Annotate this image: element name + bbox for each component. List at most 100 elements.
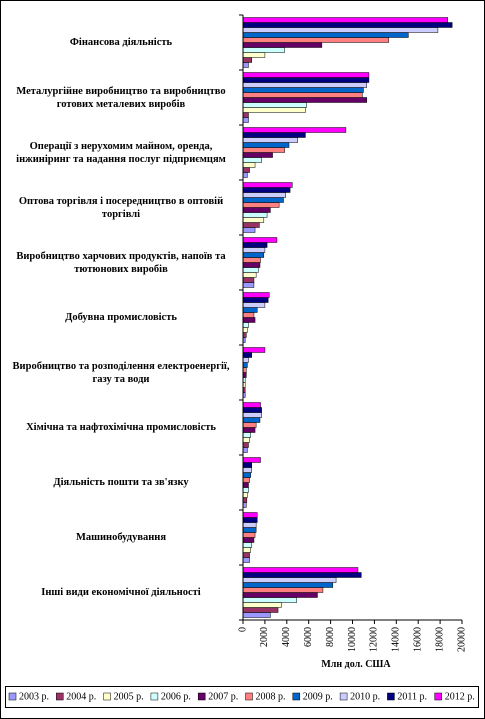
legend-label: 2009 р. xyxy=(303,691,333,702)
bar xyxy=(242,87,364,93)
x-tick-label: 2000 xyxy=(259,627,270,647)
bar xyxy=(242,302,266,308)
bar xyxy=(242,112,249,118)
bar xyxy=(242,157,262,163)
bar xyxy=(242,252,265,258)
bar xyxy=(242,522,257,528)
bar xyxy=(242,467,253,473)
legend-label: 2003 р. xyxy=(19,691,49,702)
category-label: Інші види економічної діяльності xyxy=(41,587,201,598)
bar xyxy=(242,82,367,88)
bar xyxy=(242,412,262,418)
bar xyxy=(242,192,286,198)
bar xyxy=(242,477,250,483)
bar xyxy=(242,262,261,268)
category-label: Виробництво харчових продуктів, напоїв т… xyxy=(16,250,226,275)
bar xyxy=(242,72,370,78)
bar xyxy=(242,242,268,248)
bar xyxy=(242,52,266,58)
bar xyxy=(242,257,261,263)
bar xyxy=(242,492,248,498)
legend-label: 2004 р. xyxy=(66,691,96,702)
bar xyxy=(242,267,259,273)
category-label: Металургійне виробництво та виробництво … xyxy=(16,85,226,110)
bar xyxy=(242,407,262,413)
bar xyxy=(242,182,293,188)
bar xyxy=(242,142,290,148)
bar xyxy=(242,447,248,453)
bar xyxy=(242,527,257,533)
bar xyxy=(242,547,251,553)
bar xyxy=(242,582,334,588)
category-label: Фінансова діяльність xyxy=(69,37,173,48)
legend-swatch xyxy=(387,692,395,701)
legend-label: 2006 р. xyxy=(161,691,191,702)
bar xyxy=(242,417,261,423)
bar xyxy=(242,422,257,428)
bar xyxy=(242,572,362,578)
bar xyxy=(242,127,347,133)
bar xyxy=(242,37,389,43)
bar xyxy=(242,512,258,518)
bar xyxy=(242,102,307,108)
bar xyxy=(242,222,260,228)
bar xyxy=(242,542,253,548)
legend-label: 2005 р. xyxy=(114,691,144,702)
bar xyxy=(242,597,297,603)
x-tick-label: 18000 xyxy=(434,627,445,652)
bar xyxy=(242,557,250,563)
legend-label: 2008 р. xyxy=(256,691,286,702)
bar xyxy=(242,592,318,598)
bar xyxy=(242,587,324,593)
bar xyxy=(242,207,271,213)
legend-swatch xyxy=(245,692,253,701)
bar xyxy=(242,152,273,158)
bar xyxy=(242,317,256,323)
bar xyxy=(242,227,256,233)
bar xyxy=(242,322,249,328)
bar xyxy=(242,537,255,543)
category-label: Операції з нерухомим майном, оренда, інж… xyxy=(16,140,226,165)
legend-swatch xyxy=(8,692,17,701)
bar xyxy=(242,552,250,558)
category-label: Виробництво та розподілення електроенерг… xyxy=(12,360,230,385)
x-tick-label: 6000 xyxy=(303,627,314,647)
bar xyxy=(242,147,285,153)
bar xyxy=(242,312,255,318)
x-tick-label: 16000 xyxy=(412,627,423,652)
bar xyxy=(242,167,250,173)
category-label: Діяльність пошти та зв'язку xyxy=(53,477,189,488)
legend-box xyxy=(5,686,479,708)
bar xyxy=(242,347,266,353)
bar xyxy=(242,442,249,448)
bar xyxy=(242,172,248,178)
bar xyxy=(242,277,255,283)
bar xyxy=(242,197,284,203)
bar xyxy=(242,362,248,368)
bar xyxy=(242,17,449,23)
bar xyxy=(242,97,367,103)
bar xyxy=(242,107,306,113)
category-label: Оптова торгівля і посередництво в оптові… xyxy=(18,195,224,220)
bar xyxy=(242,472,251,478)
bar xyxy=(242,22,453,28)
bar xyxy=(242,462,253,468)
bar xyxy=(242,292,270,298)
bar xyxy=(242,532,256,538)
bar xyxy=(242,77,370,83)
legend-label: 2007 р. xyxy=(208,691,238,702)
bar xyxy=(242,272,257,278)
bar xyxy=(242,217,265,223)
bar xyxy=(242,482,249,488)
bar xyxy=(242,27,439,33)
bar xyxy=(242,352,253,358)
bar xyxy=(242,487,249,493)
legend-label: 2011 р. xyxy=(397,691,427,702)
legend-swatch xyxy=(103,692,111,701)
x-tick-label: 8000 xyxy=(325,627,336,647)
bar xyxy=(242,457,261,463)
bar xyxy=(242,297,269,303)
legend-swatch xyxy=(56,692,64,701)
